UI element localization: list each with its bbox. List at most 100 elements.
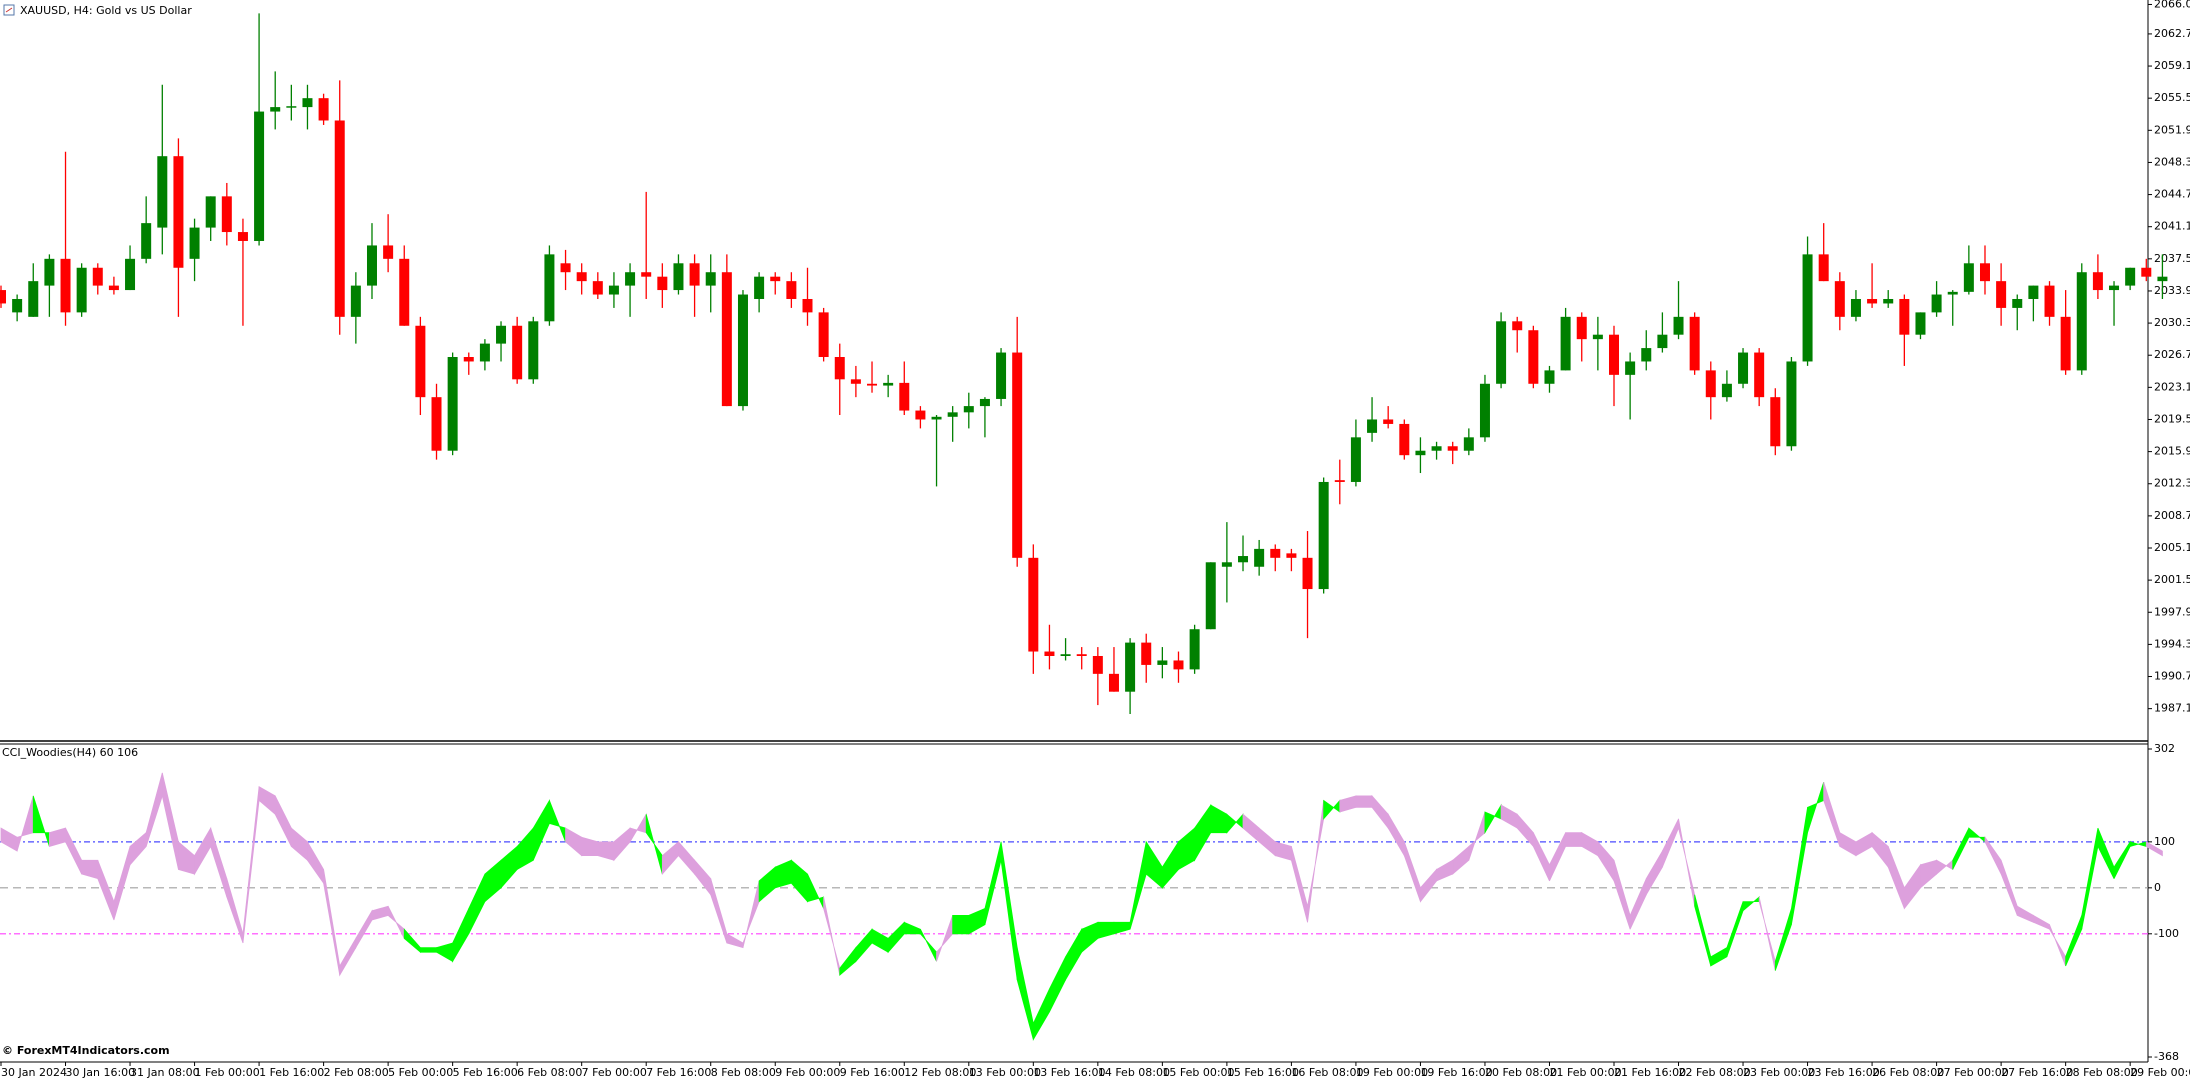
candle-body [2060,316,2071,371]
candle-body [1802,254,1813,362]
candle-body [1673,316,1684,335]
candle-body [641,272,652,277]
x-tick-label: 27 Feb 00:00 [1937,1066,2009,1079]
candle-body [802,298,813,313]
candle-body [1560,316,1571,371]
x-tick-label: 19 Feb 00:00 [1356,1066,1428,1079]
x-tick-label: 26 Feb 08:00 [1872,1066,1944,1079]
candle-body [979,398,990,407]
x-tick-label: 29 Feb 00:00 [2130,1066,2190,1079]
x-tick-label: 14 Feb 08:00 [1098,1066,1170,1079]
candle-body [108,285,119,291]
y-tick-label: 2005.10 [2154,541,2190,554]
x-tick-label: 8 Feb 08:00 [711,1066,776,1079]
candle-body [1463,437,1474,451]
x-tick-label: 28 Feb 08:00 [2066,1066,2138,1079]
candle-body [286,106,297,108]
candle-body [76,267,87,313]
y-tick-label: 2008.70 [2154,509,2190,522]
candle-body [834,357,845,380]
x-tick-label: 5 Feb 00:00 [388,1066,453,1079]
candle-body [1060,654,1071,656]
candle-body [2109,285,2120,291]
cci-band [419,947,437,953]
candle-body [560,263,571,273]
candle-body [1770,397,1781,447]
y-tick-label: 2062.70 [2154,27,2190,40]
x-tick-label: 30 Jan 2024 [1,1066,67,1079]
x-tick-label: 16 Feb 08:00 [1291,1066,1363,1079]
candle-body [899,382,910,411]
x-tick-label: 15 Feb 00:00 [1162,1066,1234,1079]
candle-body [1867,298,1878,304]
y-tick-label: 2015.90 [2154,445,2190,458]
candle-body [350,285,361,317]
x-tick-label: 31 Jan 08:00 [130,1066,200,1079]
candle-body [1689,316,1700,371]
candle-body [512,325,523,380]
candle-body [205,196,216,228]
candle-body [2125,267,2136,286]
candle-body [1254,548,1265,567]
candle-body [947,412,958,417]
candle-body [1834,281,1845,317]
y-tick-label: 1987.10 [2154,702,2190,715]
candle-body [1996,281,2007,308]
chart-icon [5,7,13,13]
y-tick-label: 302 [2154,742,2175,755]
x-tick-label: 21 Feb 16:00 [1614,1066,1686,1079]
candle-body [1173,660,1184,670]
cci-band [1565,832,1583,847]
candle-body [1479,383,1490,438]
candle-body [1302,557,1313,590]
candle-body [1350,437,1361,482]
candle-body [1205,562,1216,630]
candle-body [1012,352,1023,558]
candle-body [608,285,619,295]
candle-body [2092,272,2103,291]
candle-body [270,107,281,112]
x-tick-label: 6 Feb 08:00 [517,1066,582,1079]
candle-body [786,281,797,299]
y-tick-label: 2026.70 [2154,348,2190,361]
y-tick-label: 1994.30 [2154,637,2190,650]
x-tick-label: 13 Feb 16:00 [1033,1066,1105,1079]
candle-body [1963,263,1974,292]
y-tick-label: 1990.70 [2154,670,2190,683]
candle-body [1721,383,1732,398]
candle-body [1947,291,1958,295]
x-tick-label: 9 Feb 00:00 [775,1066,840,1079]
x-tick-label: 2 Feb 08:00 [324,1066,389,1079]
candle-body [1447,446,1458,451]
candle-body [334,120,345,317]
x-tick-label: 30 Jan 16:00 [66,1066,136,1079]
y-tick-label: 0 [2154,881,2161,894]
x-tick-label: 23 Feb 16:00 [1808,1066,1880,1079]
candle-body [996,352,1007,399]
candle-body [0,290,6,304]
candle-body [1367,419,1378,433]
candle-body [12,298,23,313]
candle-body [1270,548,1281,558]
candle-body [1657,334,1668,349]
candle-body [1318,481,1329,590]
cci-band [952,915,970,935]
x-tick-label: 7 Feb 00:00 [582,1066,647,1079]
candle-body [1125,642,1136,692]
candle-body [1221,562,1232,567]
candle-body [963,406,974,413]
candle-body [60,258,71,313]
chart-title: XAUUSD, H4: Gold vs US Dollar [20,4,192,17]
watermark: © ForexMT4Indicators.com [2,1044,170,1057]
candle-body [1028,557,1039,652]
candle-body [44,258,55,286]
y-tick-label: -368 [2154,1050,2179,1063]
candle-body [2044,285,2055,317]
x-tick-label: 23 Feb 00:00 [1743,1066,1815,1079]
y-tick-label: 2019.50 [2154,412,2190,425]
candle-body [1108,673,1119,692]
x-tick-label: 20 Feb 08:00 [1485,1066,1557,1079]
candle-body [1238,556,1249,563]
candle-body [1915,312,1926,335]
